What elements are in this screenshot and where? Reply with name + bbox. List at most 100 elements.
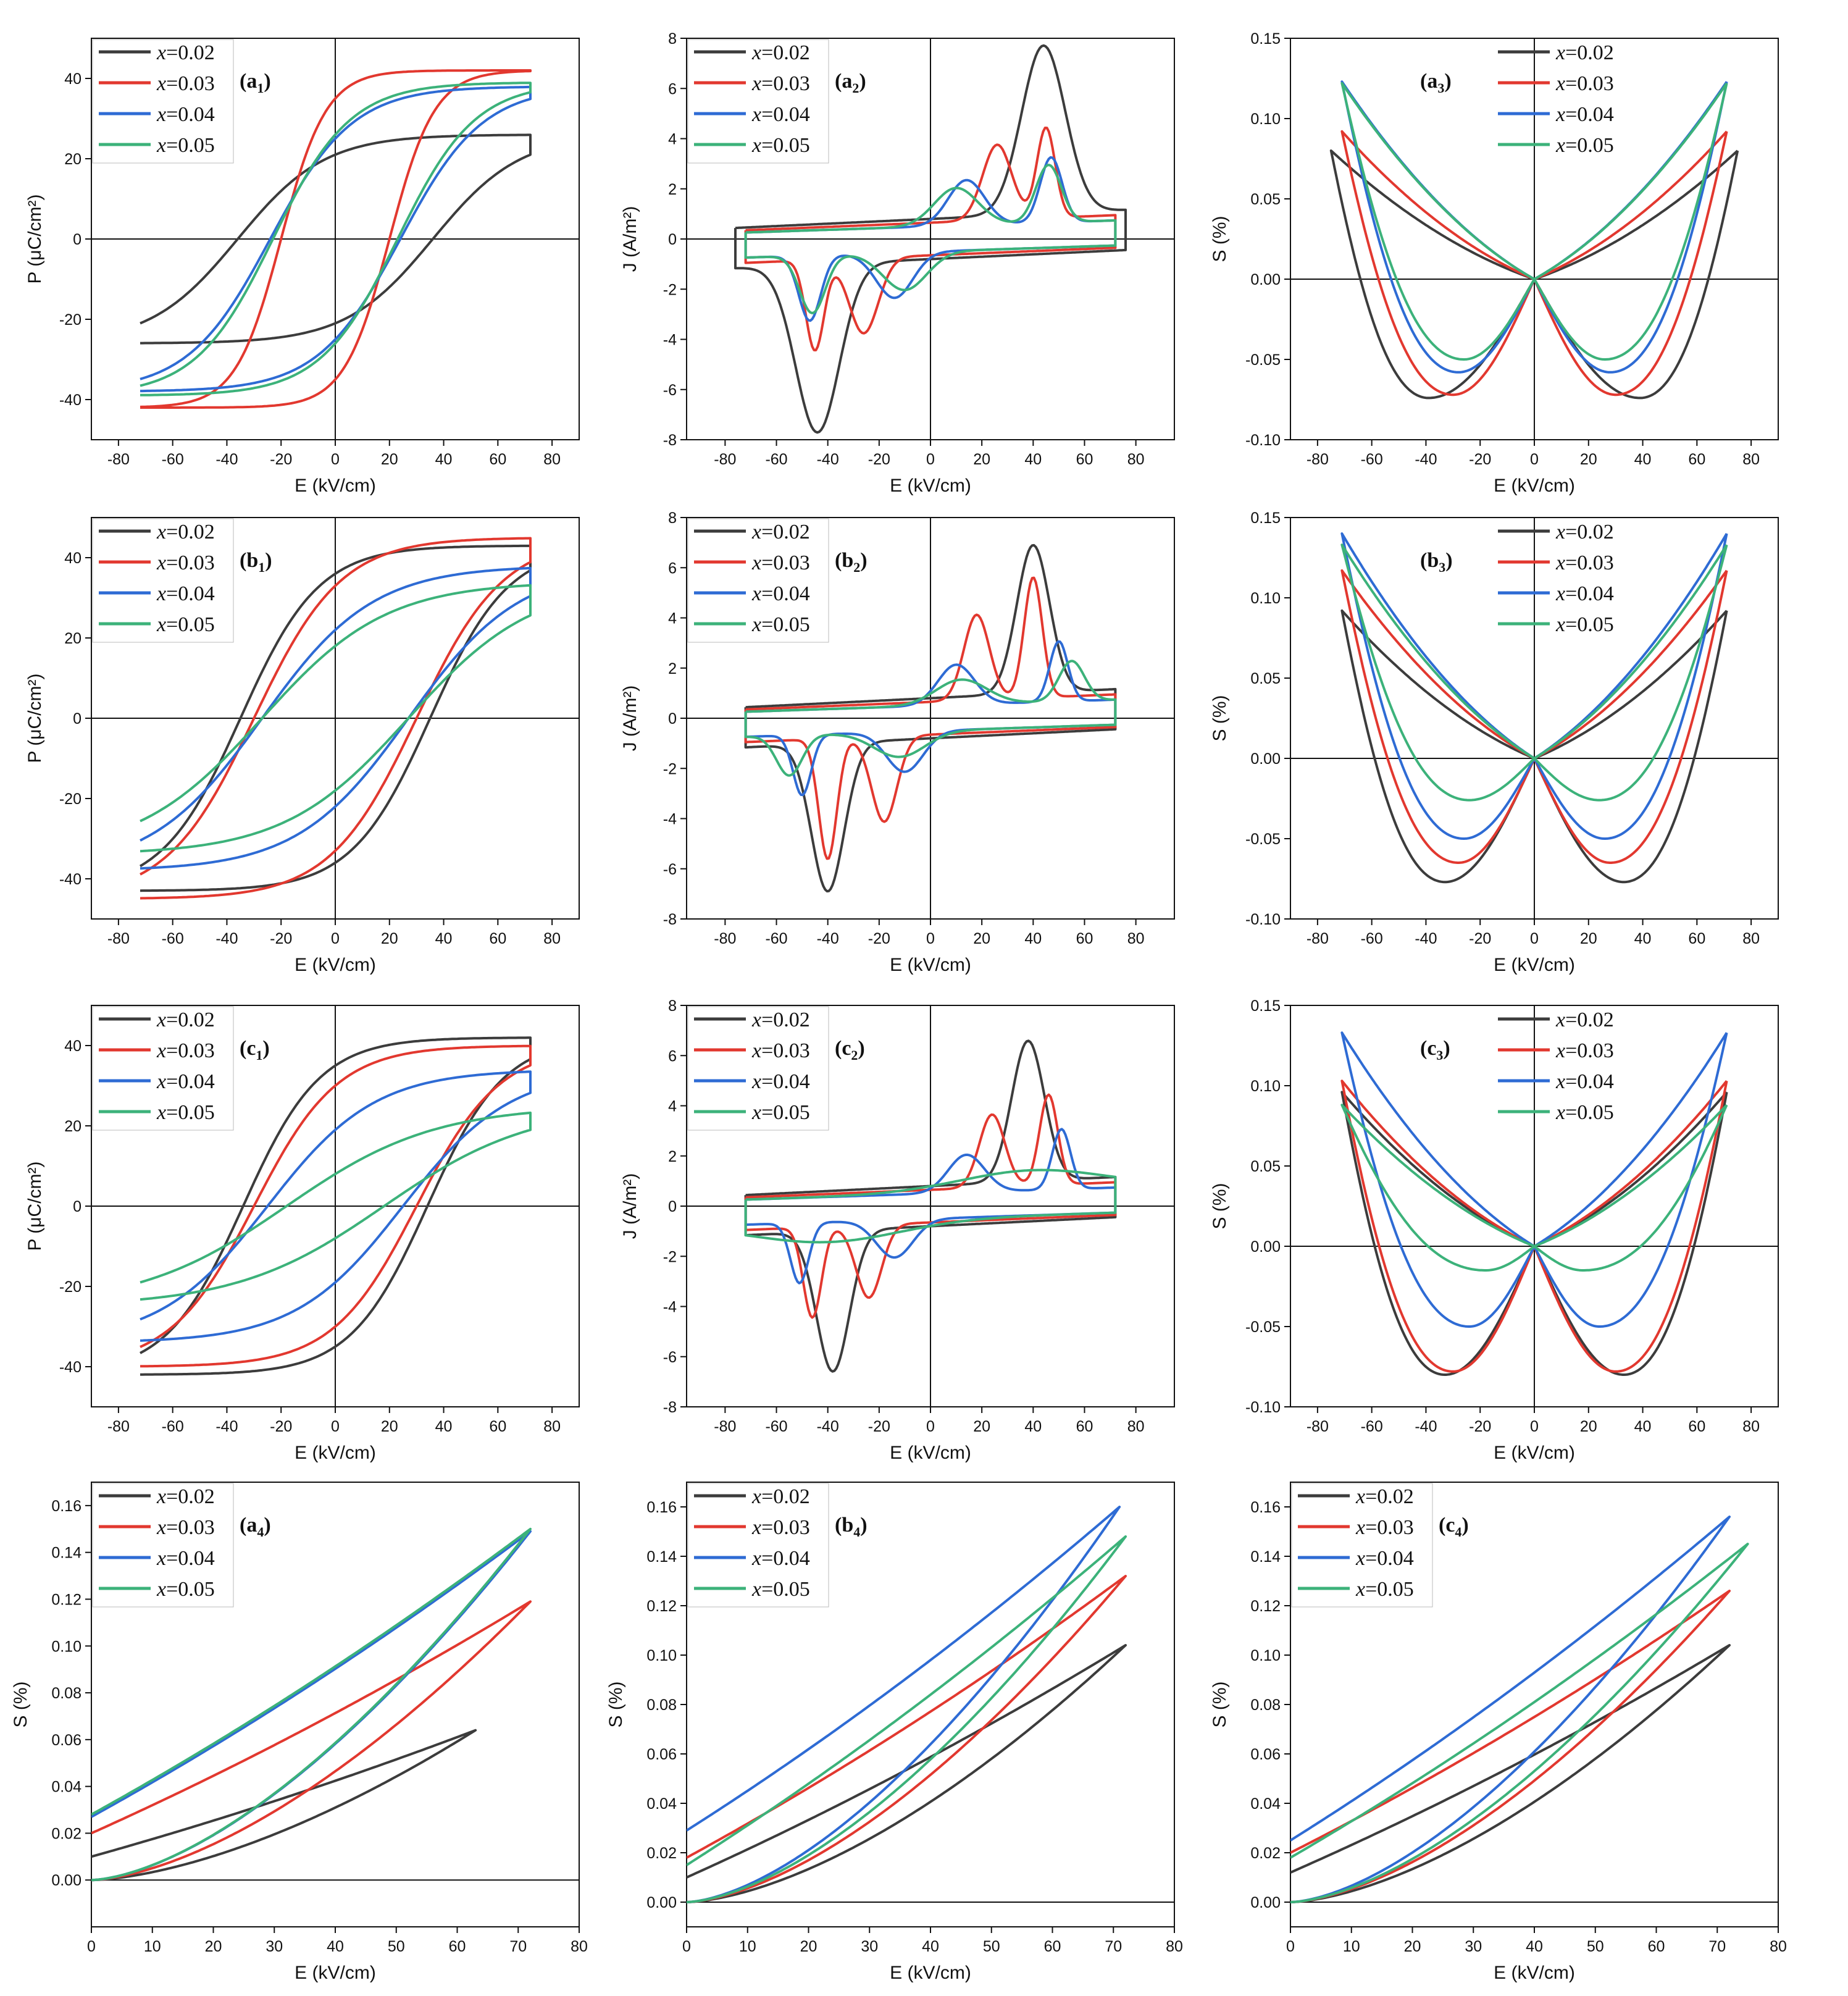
x-tick-label: 0: [1530, 930, 1539, 947]
legend-label: x=0.03: [1555, 551, 1614, 574]
y-tick-label: 0.08: [646, 1696, 677, 1714]
panel-label: (c3): [1420, 1037, 1450, 1063]
legend-label: x=0.05: [1555, 613, 1614, 636]
series-line-x-0_03: [1340, 569, 1728, 864]
y-tick-label: 0.12: [1250, 1598, 1281, 1615]
legend-label: x=0.02: [1555, 1008, 1614, 1031]
series-line-x-0_05: [1340, 82, 1728, 361]
y-tick-label: 0.02: [1250, 1845, 1281, 1862]
x-tick-label: 20: [800, 1938, 817, 1955]
legend-label: x=0.03: [751, 551, 810, 574]
legend-label: x=0.03: [1355, 1516, 1414, 1539]
y-tick-label: 0.16: [51, 1498, 82, 1515]
x-tick-label: 20: [205, 1938, 222, 1955]
x-tick-label: -60: [1361, 930, 1383, 947]
y-axis-label: S (%): [1210, 216, 1230, 262]
x-tick-label: -20: [1469, 1418, 1491, 1435]
y-tick-label: -0.05: [1245, 351, 1281, 369]
y-tick-label: 0.08: [1250, 1696, 1281, 1714]
legend: x=0.02 x=0.03 x=0.04 x=0.05: [687, 518, 829, 643]
y-tick-label: 0: [73, 710, 82, 728]
legend-label: x=0.05: [156, 1578, 215, 1601]
x-tick-label: 10: [739, 1938, 756, 1955]
panel-c1: -80 -60 -40 -20 0 20 40 60 80 -40 -20 0 20 40 E (kV/cm…: [25, 1005, 580, 1463]
series-line-x-0_03: [744, 576, 1117, 860]
series-line-x-0_05: [91, 1527, 532, 1882]
x-tick-label: 40: [435, 451, 453, 468]
x-tick-label: -40: [215, 930, 238, 947]
legend-label: x=0.02: [751, 41, 810, 64]
legend-label: x=0.02: [156, 1485, 215, 1508]
x-tick-label: 60: [489, 1418, 506, 1435]
series-line-x-0_02: [687, 1644, 1127, 1903]
y-tick-label: 8: [668, 509, 677, 527]
legend-label: x=0.05: [751, 613, 810, 636]
legend-label: x=0.05: [1555, 134, 1614, 157]
y-tick-label: 0: [668, 1198, 677, 1215]
panel-label: (c2): [835, 1037, 865, 1063]
y-tick-label: -40: [59, 871, 82, 888]
y-tick-label: 0: [668, 710, 677, 728]
x-tick-label: 70: [509, 1938, 527, 1955]
x-tick-label: -60: [162, 451, 184, 468]
legend-label: x=0.05: [156, 1101, 215, 1124]
panel-a1: -80 -60 -40 -20 0 20 40 60 80 -40 -20 0 20 40 E (kV/cm…: [25, 38, 580, 496]
series-line-x-0_05: [744, 660, 1117, 777]
y-tick-label: 4: [668, 1098, 677, 1115]
series-line-x-0_05: [687, 1535, 1127, 1903]
x-tick-label: 60: [1688, 1418, 1705, 1435]
panel-label: (a3): [1420, 70, 1452, 96]
y-tick-label: -8: [663, 432, 677, 449]
panel-label: (a2): [835, 70, 866, 96]
panel-b4: 0 10 20 30 40 50 60 70 80 0.00 0.02 0.04 0.06 0.08 0.1…: [606, 1482, 1183, 1983]
x-tick-label: 60: [449, 1938, 466, 1955]
legend-label: x=0.02: [751, 521, 810, 543]
x-tick-label: 0: [1530, 451, 1539, 468]
y-tick-label: -0.10: [1245, 432, 1281, 449]
y-tick-label: 0.00: [1250, 1238, 1281, 1256]
legend-box: [687, 1483, 829, 1608]
series-line-x-0_03: [1290, 1590, 1731, 1903]
x-tick-label: 80: [1127, 1418, 1145, 1435]
legend-label: x=0.02: [156, 521, 215, 543]
x-tick-label: 80: [1166, 1938, 1183, 1955]
x-tick-label: -20: [270, 1418, 292, 1435]
y-tick-label: 0.05: [1250, 670, 1281, 687]
series-line-x-0_02: [734, 44, 1127, 434]
y-tick-label: 0.10: [1250, 111, 1281, 128]
panel-label: (b4): [835, 1514, 868, 1540]
y-tick-label: 0.16: [646, 1499, 677, 1516]
legend-label: x=0.02: [156, 1008, 215, 1031]
y-tick-label: 0.00: [1250, 271, 1281, 288]
y-tick-label: 20: [64, 1118, 82, 1135]
legend-label: x=0.03: [1555, 72, 1614, 95]
y-axis-label: J (A/m²): [620, 686, 640, 752]
series-line-x-0_03: [1340, 1080, 1728, 1373]
series-group: [140, 69, 532, 409]
legend: x=0.02 x=0.03 x=0.04 x=0.05: [92, 1006, 234, 1131]
panel-a4: 0 10 20 30 40 50 60 70 80 0.00 0.02 0.04 0.06 0.08 0.1…: [10, 1482, 588, 1983]
y-tick-label: -4: [663, 1299, 677, 1316]
y-tick-label: -0.05: [1245, 831, 1281, 848]
x-tick-label: 40: [1634, 451, 1652, 468]
x-axis-label: E (kV/cm): [1494, 476, 1575, 496]
x-tick-label: 80: [1127, 930, 1145, 947]
legend-label: x=0.04: [1555, 1070, 1614, 1093]
y-tick-label: 2: [668, 660, 677, 677]
legend-label: x=0.04: [156, 1070, 215, 1093]
x-tick-label: -40: [1415, 930, 1437, 947]
legend-label: x=0.05: [751, 134, 810, 157]
y-tick-label: 6: [668, 560, 677, 577]
panel-c3: -80 -60 -40 -20 0 20 40 60 80 -0.10 -0.05 0.00 0.05 0…: [1210, 997, 1779, 1463]
y-tick-label: 0.00: [51, 1872, 82, 1889]
panel-b1: -80 -60 -40 -20 0 20 40 60 80 -40 -20 0 20 40 E (kV/cm…: [25, 517, 580, 975]
series-line-x-0_05: [1340, 543, 1728, 802]
series-group: [139, 537, 532, 900]
y-tick-label: 0.08: [51, 1685, 82, 1702]
x-axis-label: E (kV/cm): [295, 1963, 376, 1983]
series-line-x-0_05: [1340, 1104, 1728, 1272]
x-tick-label: 20: [1404, 1938, 1421, 1955]
x-tick-label: 80: [543, 451, 561, 468]
